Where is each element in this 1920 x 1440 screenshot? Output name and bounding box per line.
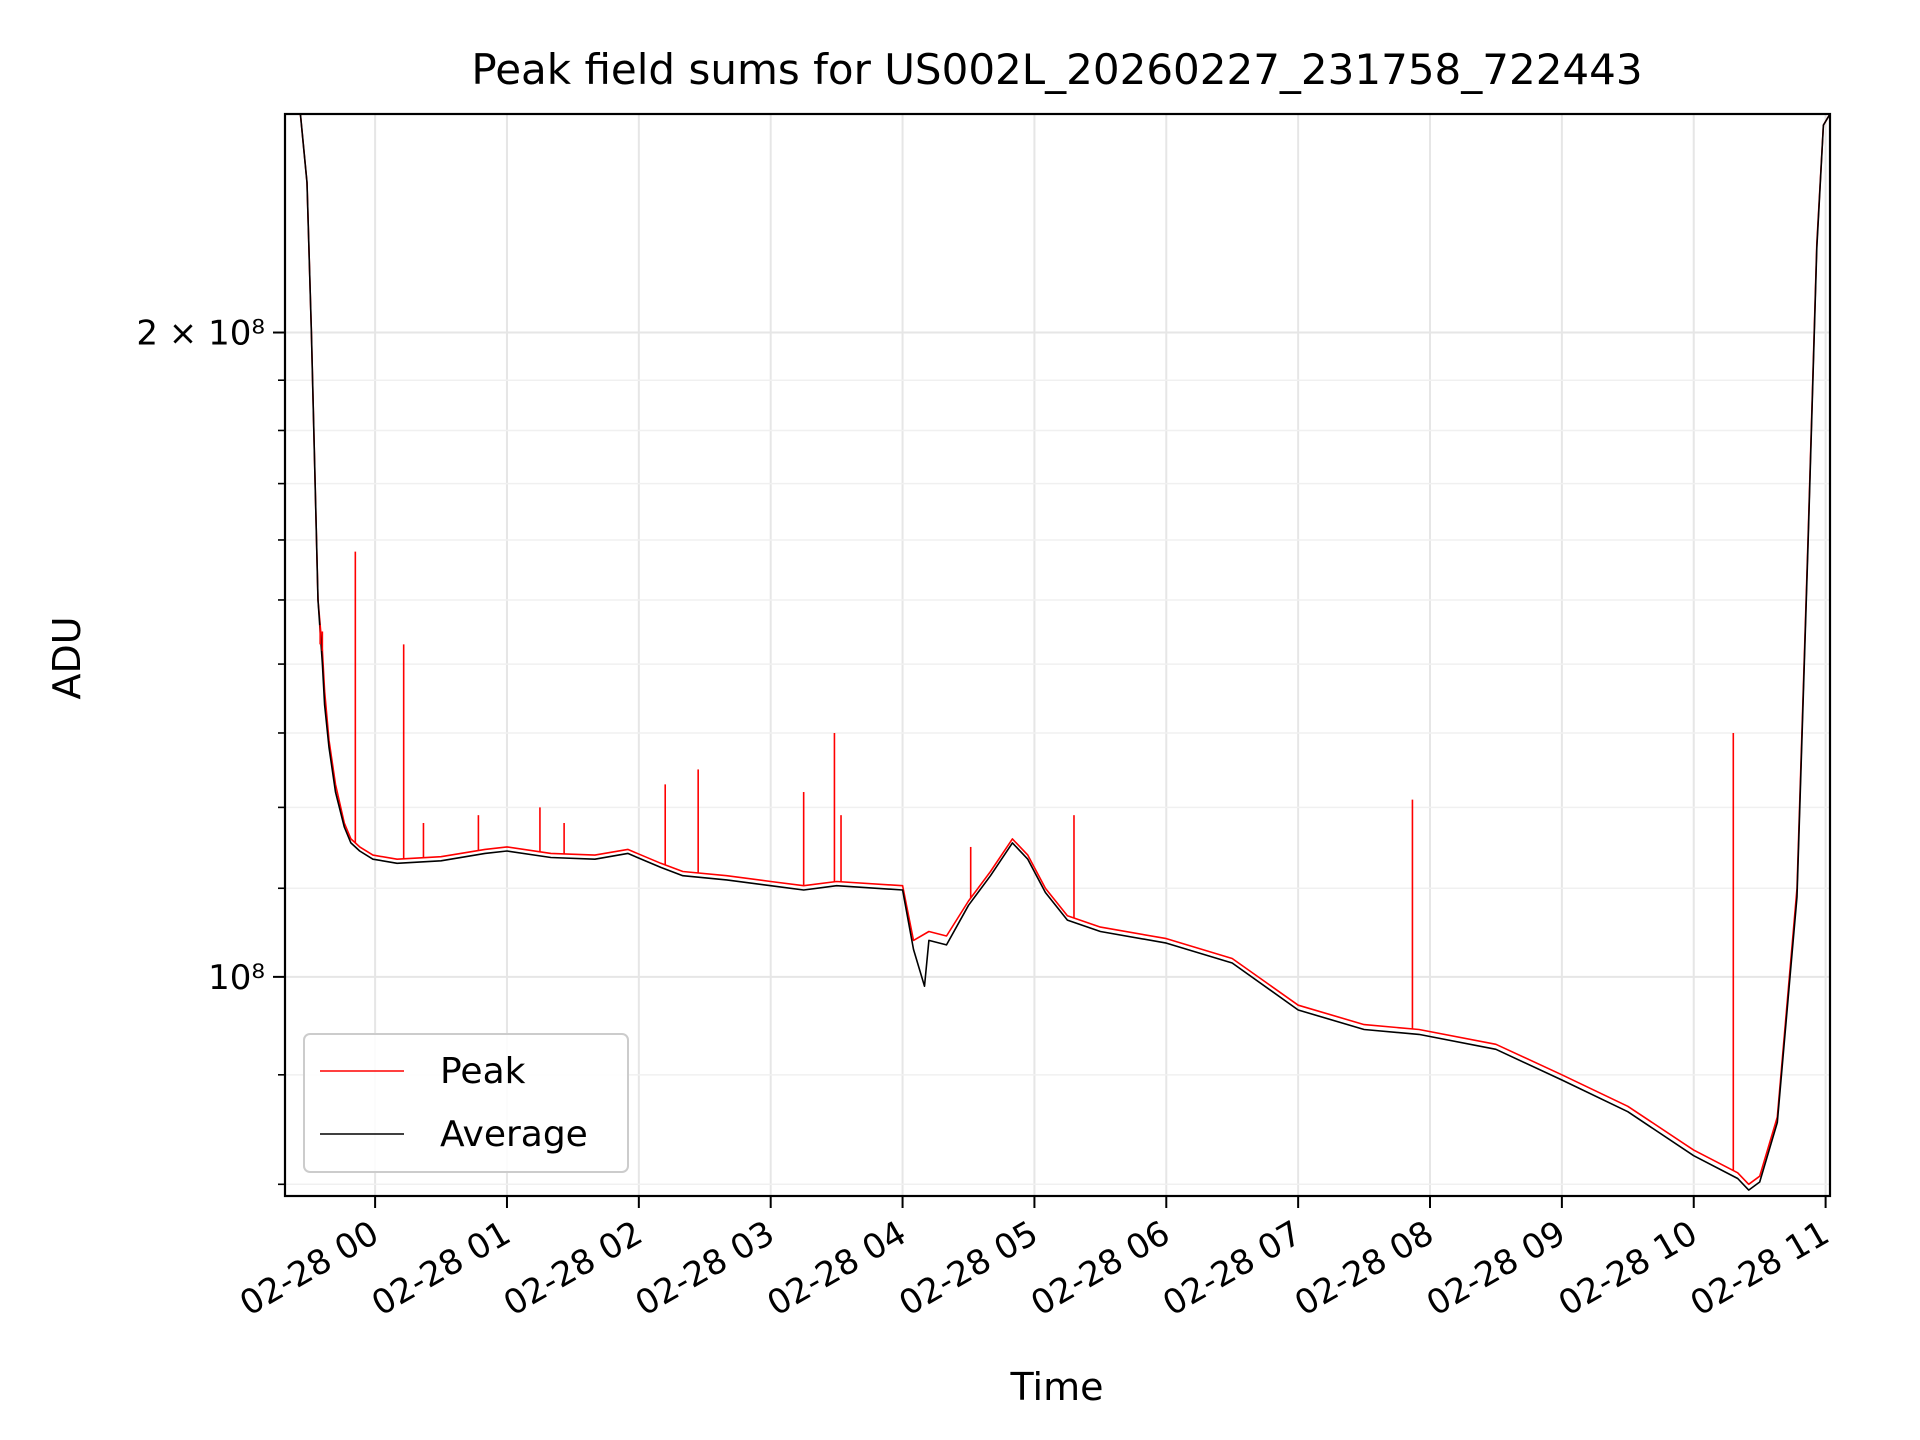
chart-title: Peak field sums for US002L_20260227_2317… (471, 45, 1642, 94)
x-tick-label: 02-28 08 (1288, 1213, 1440, 1324)
x-tick-label: 02-28 06 (1024, 1213, 1176, 1324)
y-tick-label: 2 × 10⁸ (136, 314, 265, 354)
y-tick-label: 10⁸ (208, 958, 265, 998)
legend-peak-label: Peak (440, 1051, 526, 1092)
series-layer (285, 114, 1830, 1191)
series-line-peak (285, 114, 1830, 1186)
x-tick-label: 02-28 05 (893, 1213, 1045, 1324)
legend: Peak Average (303, 1033, 629, 1173)
y-axis-label: ADU (45, 616, 89, 699)
x-tick-label: 02-28 11 (1684, 1213, 1836, 1324)
x-tick-label: 02-28 02 (497, 1213, 649, 1324)
x-tick-label: 02-28 07 (1156, 1213, 1308, 1324)
x-tick-label: 02-28 09 (1420, 1213, 1572, 1324)
x-tick-label: 02-28 03 (629, 1213, 781, 1324)
grid (285, 114, 1830, 1196)
series-line-average (285, 114, 1830, 1191)
x-tick-label: 02-28 04 (761, 1213, 913, 1324)
legend-box (303, 1033, 629, 1173)
x-tick-label: 02-28 00 (233, 1213, 385, 1324)
x-tick-label: 02-28 01 (365, 1213, 517, 1324)
plot-frame (283, 112, 1832, 1198)
legend-average-label: Average (440, 1114, 588, 1155)
y-axis-ticks: 2 × 10⁸ 10⁸ (136, 314, 285, 1186)
x-tick-label: 02-28 10 (1552, 1213, 1704, 1324)
x-axis-label: Time (1010, 1365, 1104, 1409)
